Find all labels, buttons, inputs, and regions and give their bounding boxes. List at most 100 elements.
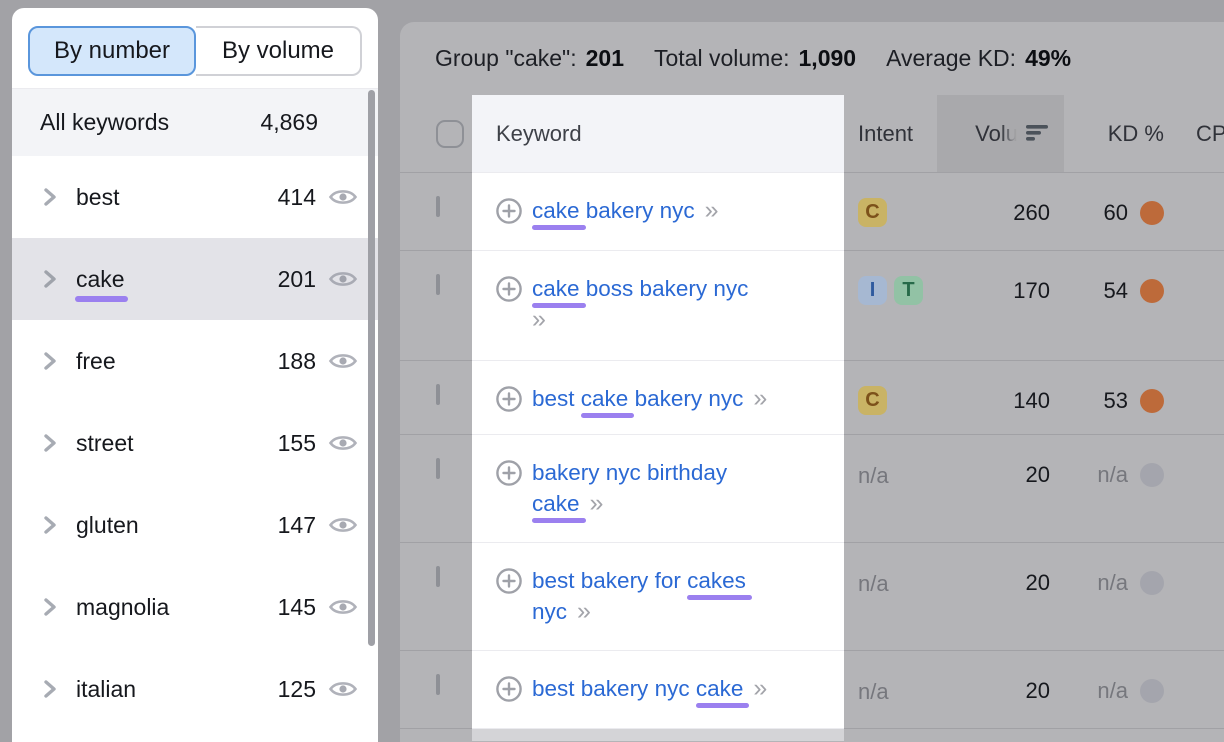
group-item-magnolia[interactable]: magnolia 145 [12, 566, 378, 648]
tab-by-number[interactable]: By number [28, 26, 196, 76]
chevron-right-icon[interactable] [42, 516, 58, 534]
open-keyword-icon[interactable]: » [704, 196, 719, 224]
keyword-row[interactable]: best cake bakery nyc » C 140 53 [400, 360, 1224, 434]
column-header-intent[interactable]: Intent [858, 120, 914, 146]
chevron-right-icon[interactable] [42, 434, 58, 452]
eye-icon[interactable] [328, 349, 358, 373]
group-item-best[interactable]: best 414 [12, 156, 378, 238]
row-checkbox[interactable] [436, 274, 440, 295]
keyword-text: bakery nyc birthday [532, 460, 728, 485]
keyword-link[interactable]: bakery nyc birthday [532, 460, 727, 485]
stat-average-kd: Average KD: 49% [886, 45, 1071, 72]
keyword-text: best bakery for [532, 568, 688, 593]
keyword-row[interactable]: cake bakery nyc » C 260 60 [400, 172, 1224, 250]
kd-value: n/a [1097, 570, 1128, 595]
eye-icon[interactable] [328, 677, 358, 701]
highlighted-term: cake [532, 195, 586, 230]
column-header-keyword[interactable]: Keyword [472, 95, 844, 172]
keyword-link[interactable]: best bakery for cakes [532, 568, 752, 600]
group-item-gluten[interactable]: gluten 147 [12, 484, 378, 566]
volume-value: 170 [1013, 278, 1050, 303]
add-keyword-icon[interactable] [496, 460, 522, 542]
all-keywords-row[interactable]: All keywords 4,869 [12, 89, 378, 156]
open-keyword-icon[interactable]: » [577, 597, 591, 625]
group-count: 414 [277, 183, 316, 210]
kd-value: 60 [1103, 199, 1128, 225]
kd-difficulty-dot [1140, 278, 1164, 303]
intent-na: n/a [858, 571, 889, 596]
eye-icon[interactable] [328, 267, 358, 291]
sort-toggle: By number By volume [28, 26, 362, 76]
sidebar-scrollbar[interactable] [368, 90, 375, 646]
divider [12, 88, 378, 89]
open-keyword-icon[interactable]: » [589, 489, 604, 517]
kd-difficulty-dot [1140, 678, 1164, 703]
column-header-cpc[interactable]: CPC [1196, 120, 1224, 146]
row-checkbox[interactable] [436, 196, 440, 217]
highlighted-term: cake [532, 488, 586, 523]
intent-badge-informational: I [858, 276, 887, 305]
keyword-text: best [532, 386, 581, 411]
keyword-row[interactable]: bakery nyc birthday cake» n/a 20 n/a [400, 434, 1224, 542]
column-header-volume[interactable]: Volu [937, 95, 1064, 172]
eye-icon[interactable] [328, 185, 358, 209]
keyword-link[interactable]: cake bakery nyc [532, 195, 695, 230]
volume-value: 20 [1025, 462, 1050, 487]
keyword-row[interactable]: best bakery nyc cake» n/a 20 n/a [400, 650, 1224, 728]
group-item-cake[interactable]: cake 201 [12, 238, 378, 320]
select-all-checkbox[interactable] [436, 119, 464, 148]
add-keyword-icon[interactable] [496, 276, 522, 360]
add-keyword-icon[interactable] [496, 198, 522, 250]
group-item-italian[interactable]: italian 125 [12, 648, 378, 730]
add-keyword-icon[interactable] [496, 568, 522, 650]
add-keyword-icon[interactable] [496, 676, 522, 728]
chevron-right-icon[interactable] [42, 270, 58, 288]
eye-icon[interactable] [328, 513, 358, 537]
intent-badge-commercial: C [858, 386, 887, 415]
keyword-link[interactable]: cake boss bakery nyc [532, 276, 749, 308]
sort-descending-icon[interactable] [1026, 121, 1050, 147]
chevron-right-icon[interactable] [42, 352, 58, 370]
row-checkbox[interactable] [436, 674, 440, 695]
column-header-kd[interactable]: KD % [1107, 120, 1164, 146]
keyword-link[interactable]: cake [532, 488, 586, 523]
group-count: 125 [277, 675, 316, 702]
group-label-highlighted: cake [75, 265, 128, 302]
stat-label: Average KD: [886, 45, 1017, 71]
keyword-row[interactable]: cake boss bakery nyc » I T 170 54 [400, 250, 1224, 360]
open-keyword-icon[interactable]: » [753, 674, 767, 702]
row-checkbox[interactable] [436, 566, 440, 587]
add-keyword-icon[interactable] [496, 386, 522, 434]
keyword-text: boss bakery nyc [579, 276, 749, 301]
group-count: 188 [277, 347, 316, 374]
row-checkbox[interactable] [436, 384, 440, 405]
kd-difficulty-dot [1140, 462, 1164, 487]
keyword-text: bakery nyc [628, 386, 744, 411]
group-label: gluten [76, 511, 139, 538]
keyword-link[interactable]: best cake bakery nyc [532, 386, 744, 418]
eye-icon[interactable] [328, 431, 358, 455]
keyword-row[interactable]: best bakery for cakes nyc » n/a 20 n/a [400, 542, 1224, 650]
kd-value: n/a [1097, 462, 1128, 487]
group-item-street[interactable]: street 155 [12, 402, 378, 484]
group-count: 145 [277, 593, 316, 620]
chevron-right-icon[interactable] [42, 598, 58, 616]
intent-na: n/a [858, 679, 889, 704]
keyword-link[interactable]: best bakery nyc cake [532, 673, 749, 708]
keyword-link[interactable]: nyc [532, 599, 567, 624]
group-label: italian [76, 675, 137, 702]
open-keyword-icon[interactable]: » [753, 384, 767, 412]
highlighted-term: cake [695, 673, 749, 708]
row-checkbox[interactable] [436, 458, 440, 479]
kd-value: 54 [1103, 277, 1128, 303]
tab-by-volume[interactable]: By volume [196, 26, 362, 76]
keyword-text: nyc [532, 599, 568, 624]
open-keyword-icon[interactable]: » [532, 305, 546, 333]
keyword-row-partial [400, 728, 1224, 741]
intent-badge-transactional: T [894, 276, 923, 305]
eye-icon[interactable] [328, 595, 358, 619]
group-item-free[interactable]: free 188 [12, 320, 378, 402]
chevron-right-icon[interactable] [42, 188, 58, 206]
all-keywords-count: 4,869 [260, 109, 318, 135]
chevron-right-icon[interactable] [42, 680, 58, 698]
